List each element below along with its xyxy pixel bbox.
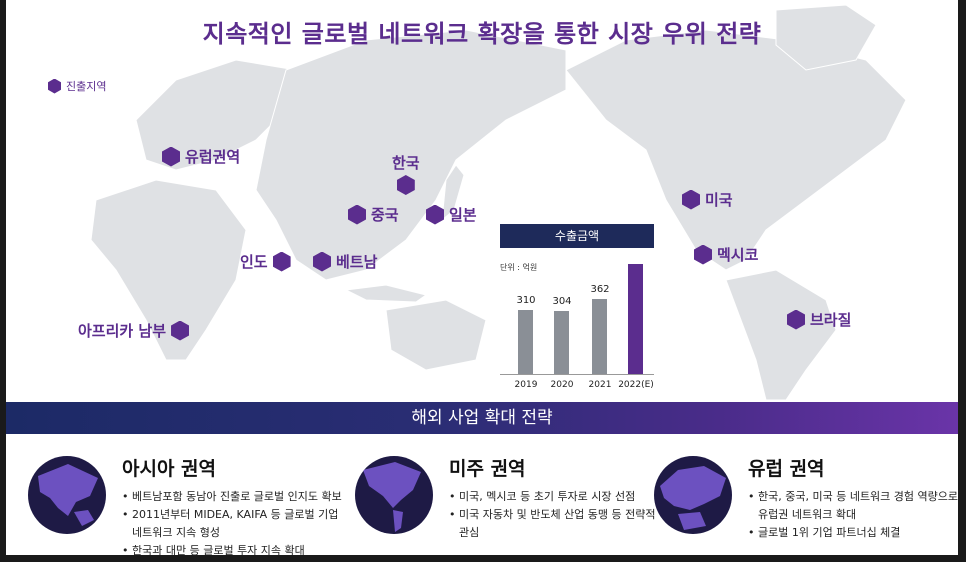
hexagon-marker-icon bbox=[272, 251, 291, 272]
card-title: 유럽 권역 bbox=[748, 458, 825, 480]
strategy-banner: 해외 사업 확대 전략 bbox=[6, 402, 958, 434]
page-title: 지속적인 글로벌 네트워크 확장을 통한 시장 우위 전략 bbox=[202, 20, 762, 48]
globe-asia-icon bbox=[28, 456, 106, 534]
chart-bar bbox=[628, 264, 643, 374]
list-item: 한국, 중국, 미국 등 네트워크 경험 역량으로 유럽권 네트워크 확대 bbox=[748, 488, 958, 524]
region-brazil: 브라질 bbox=[787, 309, 851, 330]
hexagon-marker-icon bbox=[426, 204, 444, 225]
export-amount-chart: 수출금액 단위 : 억원 310 2019 304 2020 362 2021 2022(E… bbox=[500, 224, 654, 396]
globe-americas-icon bbox=[355, 456, 433, 534]
region-south-africa: 아프리카 남부 bbox=[78, 320, 190, 341]
card-americas: 미주 권역 미국, 멕시코 등 초기 투자로 시장 선점 미국 자동차 및 반도… bbox=[355, 446, 656, 555]
bullet-list: 미국, 멕시코 등 초기 투자로 시장 선점 미국 자동차 및 반도체 산업 동… bbox=[449, 488, 669, 542]
region-label: 미국 bbox=[705, 191, 733, 209]
region-label: 베트남 bbox=[336, 253, 378, 271]
hexagon-marker-icon bbox=[48, 78, 61, 94]
hexagon-marker-icon bbox=[694, 244, 712, 265]
list-item: 글로벌 1위 기업 파트너십 체결 bbox=[748, 524, 958, 542]
bullet-list: 베트남포함 동남아 진출로 글로벌 인지도 확보 2011년부터 MIDEA, … bbox=[122, 488, 342, 555]
hexagon-marker-icon bbox=[682, 189, 700, 210]
region-japan: 일본 bbox=[426, 204, 477, 225]
region-korea: 한국 bbox=[392, 152, 420, 195]
chart-unit-label: 단위 : 억원 bbox=[500, 263, 538, 272]
globe-europe-icon bbox=[654, 456, 732, 534]
chart-bar bbox=[554, 311, 569, 374]
list-item: 미국 자동차 및 반도체 산업 동맹 등 전략적 관심 bbox=[449, 506, 669, 542]
hexagon-marker-icon bbox=[348, 204, 366, 225]
region-label: 유럽권역 bbox=[185, 148, 241, 166]
region-vietnam: 베트남 bbox=[313, 251, 377, 272]
chart-tick-label: 2019 bbox=[514, 380, 538, 390]
region-india: 인도 bbox=[240, 251, 291, 272]
list-item: 미국, 멕시코 등 초기 투자로 시장 선점 bbox=[449, 488, 669, 506]
region-label: 아프리카 남부 bbox=[78, 322, 167, 340]
chart-value-label: 304 bbox=[552, 296, 572, 308]
card-asia: 아시아 권역 베트남포함 동남아 진출로 글로벌 인지도 확보 2011년부터 … bbox=[28, 446, 342, 555]
list-item: 베트남포함 동남아 진출로 글로벌 인지도 확보 bbox=[122, 488, 342, 506]
bullet-list: 한국, 중국, 미국 등 네트워크 경험 역량으로 유럽권 네트워크 확대 글로… bbox=[748, 488, 958, 542]
region-label: 브라질 bbox=[810, 311, 852, 329]
hexagon-marker-icon bbox=[787, 309, 805, 330]
region-europe: 유럽권역 bbox=[162, 146, 240, 167]
hexagon-marker-icon bbox=[396, 175, 415, 195]
chart-bar bbox=[518, 309, 533, 374]
chart-baseline bbox=[500, 374, 654, 375]
region-label: 멕시코 bbox=[717, 246, 759, 264]
chart-tick-label: 2020 bbox=[550, 380, 574, 390]
chart-tick-label: 2021 bbox=[588, 380, 612, 390]
region-label: 중국 bbox=[371, 206, 399, 224]
infographic: 지속적인 글로벌 네트워크 확장을 통한 시장 우위 전략 진출지역 유럽권역 … bbox=[6, 0, 958, 555]
legend-label: 진출지역 bbox=[66, 80, 107, 93]
map-legend: 진출지역 bbox=[48, 78, 106, 94]
hexagon-marker-icon bbox=[313, 251, 331, 272]
list-item: 한국과 대만 등 글로벌 투자 지속 확대 bbox=[122, 542, 342, 555]
chart-tick-label: 2022(E) bbox=[618, 380, 654, 390]
card-europe: 유럽 권역 한국, 중국, 미국 등 네트워크 경험 역량으로 유럽권 네트워크… bbox=[654, 446, 958, 555]
chart-value-label: 362 bbox=[590, 284, 610, 296]
region-china: 중국 bbox=[348, 204, 399, 225]
region-usa: 미국 bbox=[682, 189, 733, 210]
region-mexico: 멕시코 bbox=[694, 244, 758, 265]
hexagon-marker-icon bbox=[171, 320, 190, 341]
region-label: 인도 bbox=[240, 253, 268, 271]
region-label: 한국 bbox=[392, 154, 420, 172]
hexagon-marker-icon bbox=[162, 146, 180, 167]
list-item: 2011년부터 MIDEA, KAIFA 등 글로벌 기업 네트워크 지속 형성 bbox=[122, 506, 342, 542]
world-map bbox=[90, 4, 907, 400]
region-label: 일본 bbox=[449, 206, 477, 224]
chart-value-label: 310 bbox=[516, 294, 536, 306]
chart-title: 수출금액 bbox=[500, 224, 654, 248]
card-title: 아시아 권역 bbox=[122, 458, 217, 480]
chart-bar bbox=[592, 299, 607, 374]
card-title: 미주 권역 bbox=[449, 458, 526, 480]
